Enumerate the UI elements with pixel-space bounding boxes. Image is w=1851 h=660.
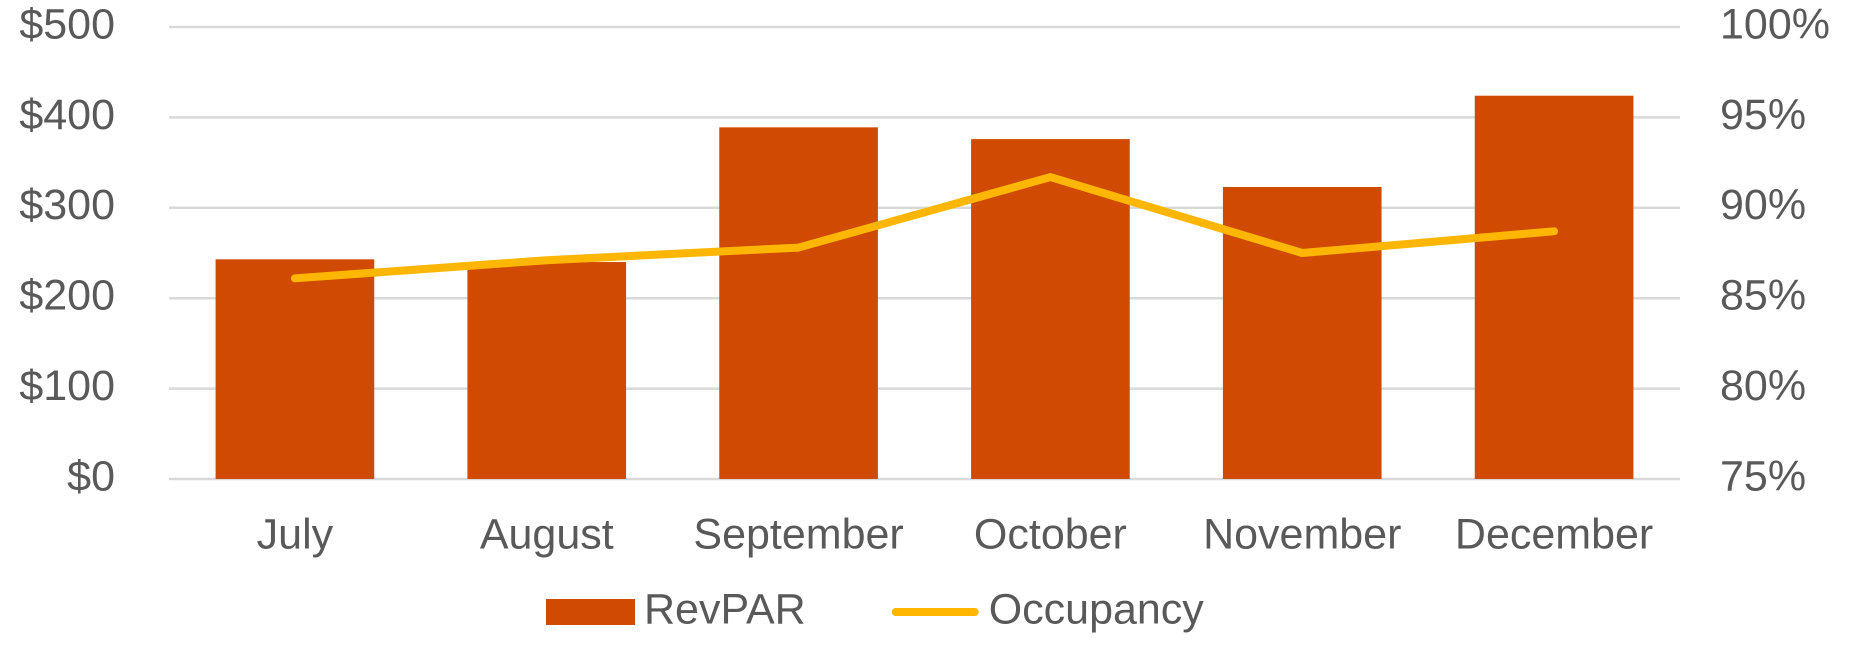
line [290, 173, 1559, 283]
y2-tick-label: 80% [1720, 362, 1806, 410]
y-tick-label: $200 [19, 272, 115, 320]
x-tick-label: November [1203, 510, 1401, 558]
bar [719, 127, 878, 480]
x-tick-label: October [974, 510, 1127, 558]
y2-tick-label: 90% [1720, 181, 1806, 229]
legend-swatch [546, 599, 635, 625]
y-tick-label: $500 [19, 0, 115, 48]
y-tick-label: $0 [67, 452, 115, 500]
y-tick-label: $400 [19, 91, 115, 139]
y-tick-label: $100 [19, 362, 115, 410]
y2-tick-label: 100% [1720, 0, 1830, 48]
x-tick-label: August [480, 510, 614, 558]
legend-label: RevPAR [644, 585, 806, 633]
bar [215, 259, 375, 479]
legend-label: Occupancy [989, 585, 1205, 633]
bar [467, 262, 627, 479]
y-tick-label: $300 [19, 181, 115, 229]
bar [1222, 187, 1382, 479]
x-tick-label: September [693, 510, 903, 558]
bar [1474, 95, 1634, 479]
y2-tick-label: 85% [1720, 272, 1806, 320]
x-tick-label: December [1455, 510, 1653, 558]
x-tick-label: July [257, 510, 334, 558]
y2-tick-label: 95% [1720, 91, 1806, 139]
y2-tick-label: 75% [1720, 452, 1806, 500]
